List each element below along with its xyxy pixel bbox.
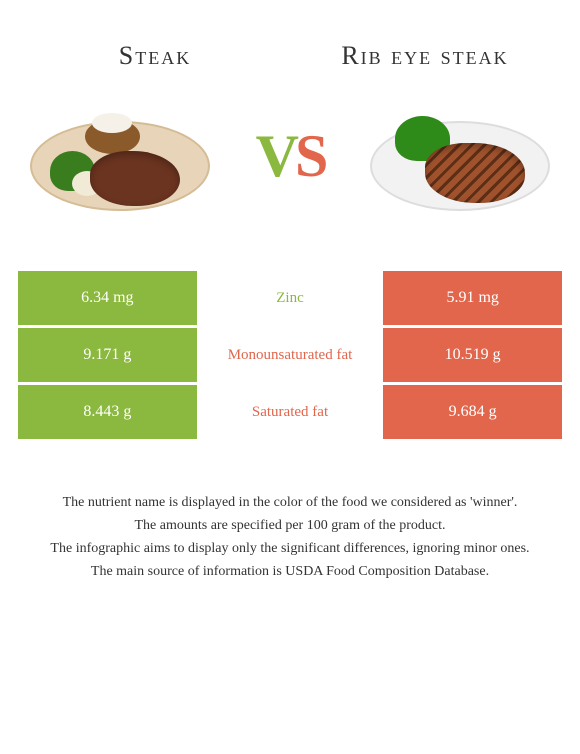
nutrient-label: Monounsaturated fat bbox=[201, 328, 380, 382]
left-food-title: Steak bbox=[55, 40, 255, 71]
vs-v: V bbox=[256, 123, 295, 189]
right-value: 5.91 mg bbox=[383, 271, 562, 325]
vs-label: VS bbox=[256, 122, 325, 191]
vs-s: S bbox=[295, 123, 324, 189]
images-row: VS bbox=[0, 91, 580, 241]
comparison-table: 6.34 mgZinc5.91 mg9.171 gMonounsaturated… bbox=[0, 241, 580, 439]
table-row: 9.171 gMonounsaturated fat10.519 g bbox=[18, 328, 562, 382]
footer-line: The amounts are specified per 100 gram o… bbox=[40, 515, 540, 536]
footer-line: The infographic aims to display only the… bbox=[40, 538, 540, 559]
footer-notes: The nutrient name is displayed in the co… bbox=[0, 442, 580, 582]
right-value: 9.684 g bbox=[383, 385, 562, 439]
footer-line: The nutrient name is displayed in the co… bbox=[40, 492, 540, 513]
table-row: 8.443 gSaturated fat9.684 g bbox=[18, 385, 562, 439]
footer-line: The main source of information is USDA F… bbox=[40, 561, 540, 582]
nutrient-label: Saturated fat bbox=[201, 385, 380, 439]
left-value: 9.171 g bbox=[18, 328, 197, 382]
left-value: 8.443 g bbox=[18, 385, 197, 439]
table-row: 6.34 mgZinc5.91 mg bbox=[18, 271, 562, 325]
steak-plate-image bbox=[30, 101, 210, 211]
header: Steak Rib eye steak bbox=[0, 0, 580, 91]
ribeye-plate-image bbox=[370, 101, 550, 211]
right-food-title: Rib eye steak bbox=[325, 40, 525, 71]
nutrient-label: Zinc bbox=[201, 271, 380, 325]
right-value: 10.519 g bbox=[383, 328, 562, 382]
left-value: 6.34 mg bbox=[18, 271, 197, 325]
